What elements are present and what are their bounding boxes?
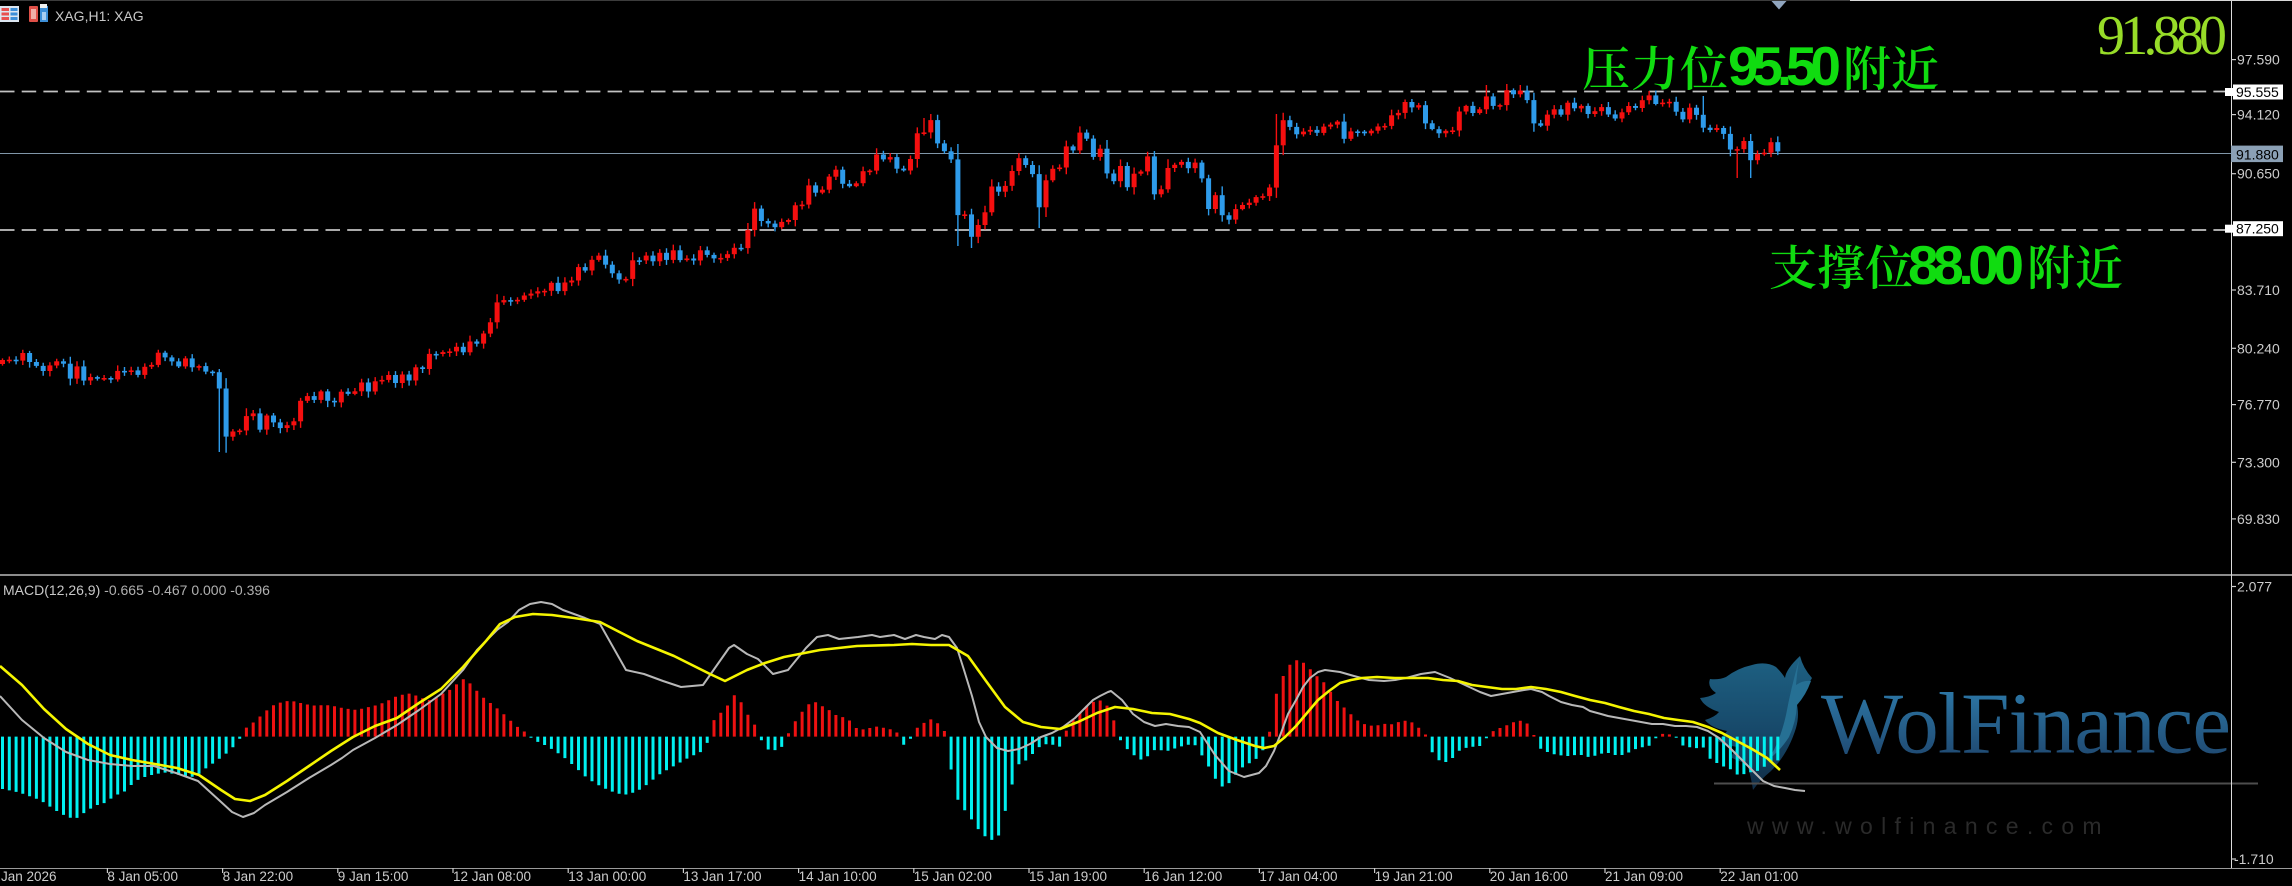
svg-text:21 Jan 09:00: 21 Jan 09:00: [1605, 869, 1683, 884]
svg-text:2.077: 2.077: [2237, 579, 2272, 595]
svg-text:9 Jan 15:00: 9 Jan 15:00: [338, 869, 409, 884]
svg-text:80.240: 80.240: [2237, 340, 2280, 356]
svg-text:76.770: 76.770: [2237, 397, 2280, 413]
svg-text:73.300: 73.300: [2237, 454, 2280, 470]
svg-text:95.555: 95.555: [2236, 84, 2279, 100]
svg-text:WolFinance: WolFinance: [1821, 675, 2231, 772]
svg-text:8 Jan 05:00: 8 Jan 05:00: [107, 869, 178, 884]
svg-text:14 Jan 10:00: 14 Jan 10:00: [799, 869, 877, 884]
svg-text:94.120: 94.120: [2237, 107, 2280, 123]
svg-text:95.50: 95.50: [1728, 35, 1841, 97]
svg-text:91.880: 91.880: [2236, 146, 2279, 162]
svg-text:88.00: 88.00: [1908, 234, 2024, 296]
svg-text:19 Jan 21:00: 19 Jan 21:00: [1375, 869, 1453, 884]
svg-text:17 Jan 04:00: 17 Jan 04:00: [1259, 869, 1337, 884]
svg-text:97.590: 97.590: [2237, 52, 2280, 68]
svg-text:90.650: 90.650: [2237, 166, 2280, 182]
svg-text:XAG,H1: XAG: XAG,H1: XAG: [55, 8, 144, 24]
svg-text:-1.710: -1.710: [2234, 851, 2274, 867]
svg-text:20 Jan 16:00: 20 Jan 16:00: [1490, 869, 1568, 884]
svg-text:91.880: 91.880: [2097, 5, 2227, 67]
svg-text:Jan 2026: Jan 2026: [1, 869, 57, 884]
svg-text:15 Jan 19:00: 15 Jan 19:00: [1029, 869, 1107, 884]
svg-text:MACD(12,26,9) -0.665 -0.467 0.: MACD(12,26,9) -0.665 -0.467 0.000 -0.396: [3, 582, 270, 598]
svg-text:13 Jan 17:00: 13 Jan 17:00: [683, 869, 761, 884]
svg-text:www.wolfinance.com: www.wolfinance.com: [1746, 813, 2110, 839]
svg-text:13 Jan 00:00: 13 Jan 00:00: [568, 869, 646, 884]
svg-text:22 Jan 01:00: 22 Jan 01:00: [1720, 869, 1798, 884]
svg-text:83.710: 83.710: [2237, 282, 2280, 298]
svg-text:15 Jan 02:00: 15 Jan 02:00: [914, 869, 992, 884]
svg-text:69.830: 69.830: [2237, 511, 2280, 527]
svg-text:87.250: 87.250: [2236, 221, 2279, 237]
svg-text:8 Jan 22:00: 8 Jan 22:00: [223, 869, 294, 884]
svg-text:12 Jan 08:00: 12 Jan 08:00: [453, 869, 531, 884]
svg-text:16 Jan 12:00: 16 Jan 12:00: [1144, 869, 1222, 884]
